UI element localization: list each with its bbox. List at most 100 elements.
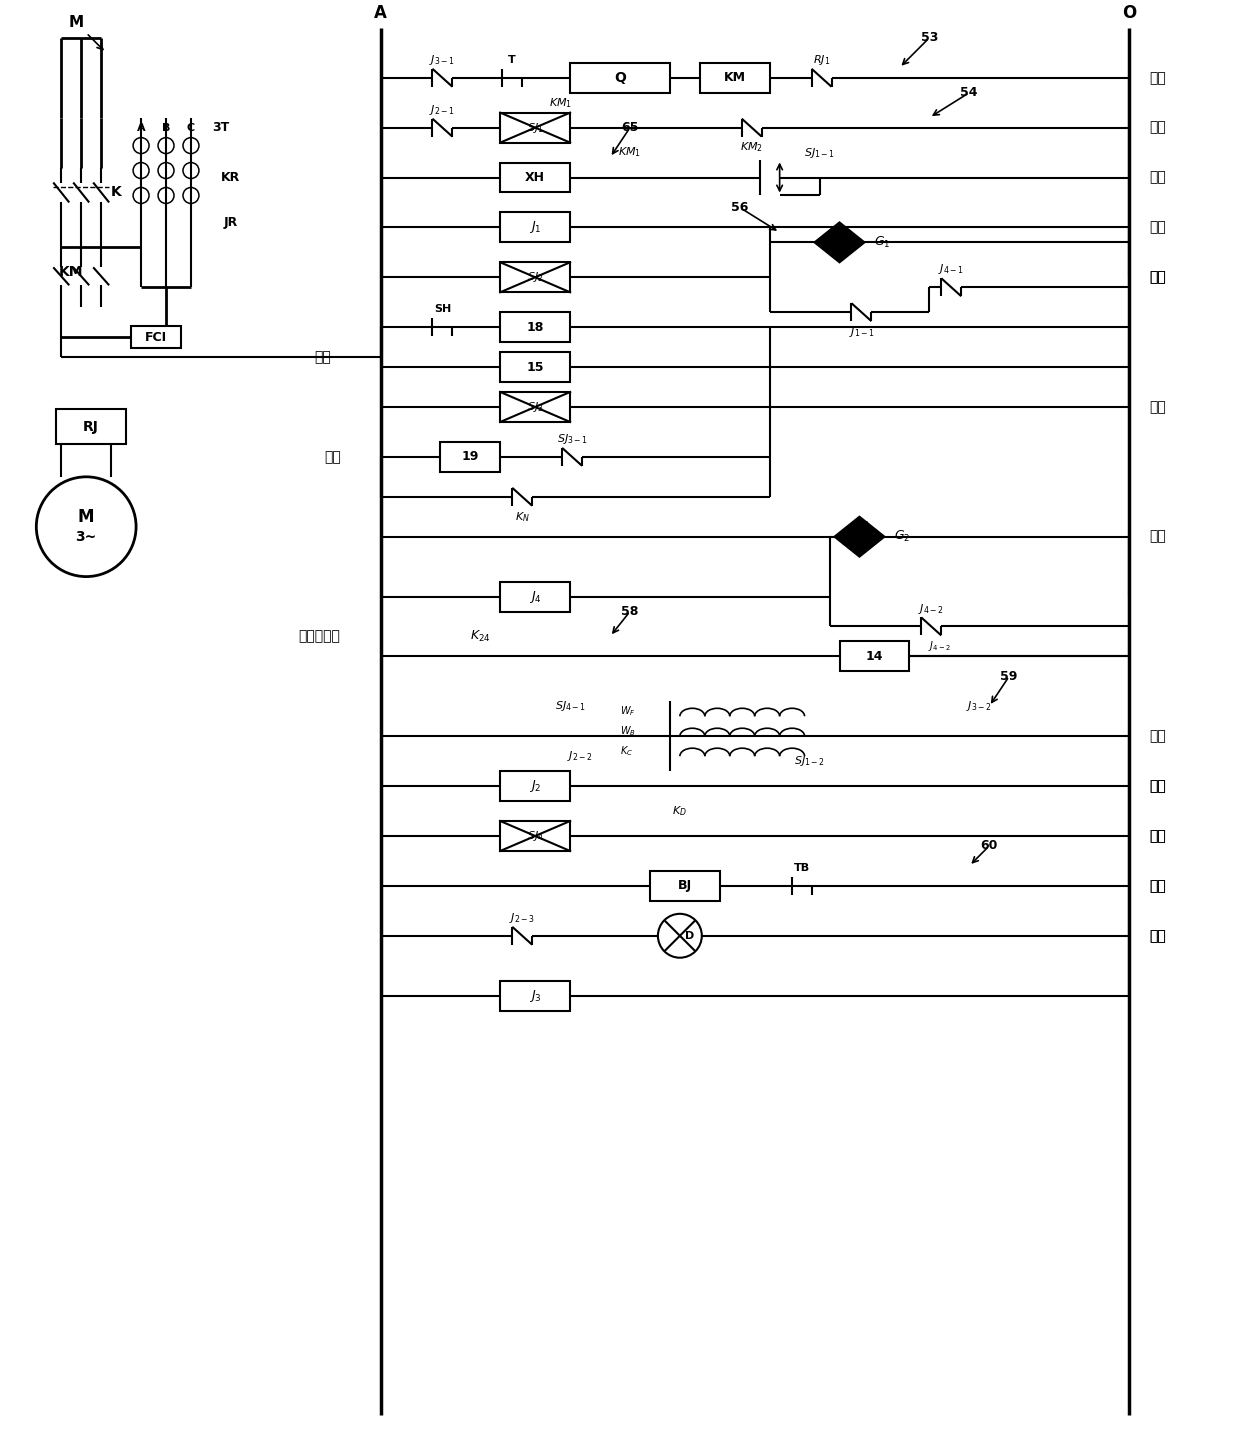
Text: BJ: BJ	[678, 879, 692, 892]
Text: $SJ_{1-1}$: $SJ_{1-1}$	[804, 145, 835, 159]
Text: B: B	[162, 122, 170, 132]
Text: $K_{24}$: $K_{24}$	[470, 629, 491, 643]
Text: 19: 19	[461, 451, 479, 464]
Bar	[500, 162, 570, 192]
Text: 报警: 报警	[1148, 929, 1166, 943]
Text: $J_{2-2}$: $J_{2-2}$	[567, 750, 593, 763]
Bar	[500, 821, 570, 852]
Text: $W_F$: $W_F$	[620, 705, 636, 718]
Text: KM: KM	[724, 72, 745, 85]
Text: $K_N$: $K_N$	[515, 510, 529, 524]
Text: SH: SH	[434, 304, 451, 314]
Text: 18: 18	[527, 320, 544, 333]
Text: KR: KR	[221, 171, 241, 184]
Text: M: M	[78, 508, 94, 526]
Text: 超频: 超频	[1148, 729, 1166, 744]
Text: $J_{3-2}$: $J_{3-2}$	[966, 699, 992, 714]
Bar	[131, 326, 181, 348]
Text: FCI: FCI	[145, 330, 167, 343]
Bar	[500, 392, 570, 422]
Text: 14: 14	[866, 651, 883, 663]
Text: D: D	[686, 931, 694, 941]
Text: $G_1$: $G_1$	[874, 236, 890, 250]
Text: 断线: 断线	[1148, 780, 1166, 793]
Bar	[500, 771, 570, 801]
Text: T: T	[508, 55, 516, 65]
Text: Q: Q	[614, 70, 626, 85]
Text: $J_{4-1}$: $J_{4-1}$	[939, 263, 965, 276]
Bar	[500, 582, 570, 612]
Text: $SJ_1$: $SJ_1$	[527, 121, 543, 135]
Polygon shape	[835, 517, 884, 557]
Text: 15: 15	[527, 360, 544, 373]
Text: 53: 53	[920, 32, 937, 45]
Text: $K_D$: $K_D$	[672, 804, 687, 819]
Bar	[500, 312, 570, 342]
Text: 温度: 温度	[1148, 879, 1166, 893]
Text: $J_{1-1}$: $J_{1-1}$	[848, 325, 874, 339]
Bar	[699, 63, 770, 93]
Text: $KM_1$: $KM_1$	[548, 96, 572, 109]
Text: 3~: 3~	[76, 530, 97, 544]
Text: $J_2$: $J_2$	[529, 778, 542, 794]
Text: 65: 65	[621, 121, 639, 134]
Text: 刹车: 刹车	[1148, 171, 1166, 184]
Text: $J_{4-2}$: $J_{4-2}$	[919, 602, 944, 616]
Text: 59: 59	[1001, 669, 1018, 684]
Text: $J_{4-2}$: $J_{4-2}$	[928, 639, 951, 653]
Text: 换向: 换向	[1148, 270, 1166, 284]
Text: 换向: 换向	[1148, 401, 1166, 414]
Text: $SJ_3$: $SJ_3$	[527, 401, 543, 414]
Text: 温度: 温度	[1148, 879, 1166, 893]
Text: 启动: 启动	[1148, 70, 1166, 85]
Text: 报警: 报警	[1148, 929, 1166, 943]
Text: $G_2$: $G_2$	[894, 528, 910, 544]
Text: 58: 58	[621, 605, 639, 617]
Bar	[570, 63, 670, 93]
Text: 60: 60	[981, 840, 998, 853]
Text: RJ: RJ	[83, 419, 99, 434]
Text: $J_3$: $J_3$	[529, 988, 542, 1004]
Text: 3T: 3T	[212, 121, 229, 134]
Text: M: M	[68, 16, 84, 30]
Text: O: O	[1122, 4, 1136, 22]
Text: $SJ_{4-1}$: $SJ_{4-1}$	[554, 699, 585, 714]
Text: 消振: 消振	[324, 449, 341, 464]
Text: TB: TB	[794, 863, 810, 873]
Bar	[500, 352, 570, 382]
Bar	[839, 642, 909, 672]
Text: $KM_2$: $KM_2$	[740, 141, 764, 155]
Bar	[500, 213, 570, 243]
Bar	[500, 263, 570, 293]
Text: $SJ_4$: $SJ_4$	[527, 829, 543, 843]
Text: $J_{2-1}$: $J_{2-1}$	[429, 102, 455, 116]
Text: 换向: 换向	[1148, 270, 1166, 284]
Text: $K_C$: $K_C$	[620, 744, 634, 758]
Text: $SJ_{3-1}$: $SJ_{3-1}$	[557, 432, 588, 447]
Text: $J_4$: $J_4$	[528, 589, 542, 605]
Text: $J_{3-1}$: $J_{3-1}$	[429, 53, 455, 67]
Text: A: A	[136, 122, 145, 132]
Text: 补油: 补油	[314, 350, 331, 365]
Text: $W_B$: $W_B$	[620, 724, 636, 738]
Text: JR: JR	[223, 215, 238, 228]
Text: 液位: 液位	[1148, 829, 1166, 843]
Text: 延时: 延时	[1148, 121, 1166, 135]
Text: 液位: 液位	[1148, 829, 1166, 843]
Text: $SJ_{1-2}$: $SJ_{1-2}$	[794, 754, 825, 768]
Bar	[440, 442, 500, 472]
Bar	[500, 981, 570, 1011]
Text: 泄荷: 泄荷	[1148, 220, 1166, 234]
Text: XH: XH	[526, 171, 546, 184]
Bar	[500, 112, 570, 142]
Bar	[650, 870, 719, 900]
Text: 57: 57	[851, 520, 868, 533]
Text: 断线: 断线	[1148, 780, 1166, 793]
Text: $J_{2-3}$: $J_{2-3}$	[510, 910, 536, 925]
Text: $J_1$: $J_1$	[529, 220, 542, 236]
Text: KM: KM	[60, 266, 83, 279]
Bar	[56, 409, 126, 444]
Text: 换向: 换向	[1148, 530, 1166, 544]
Text: C: C	[187, 122, 195, 132]
Text: A: A	[374, 4, 387, 22]
